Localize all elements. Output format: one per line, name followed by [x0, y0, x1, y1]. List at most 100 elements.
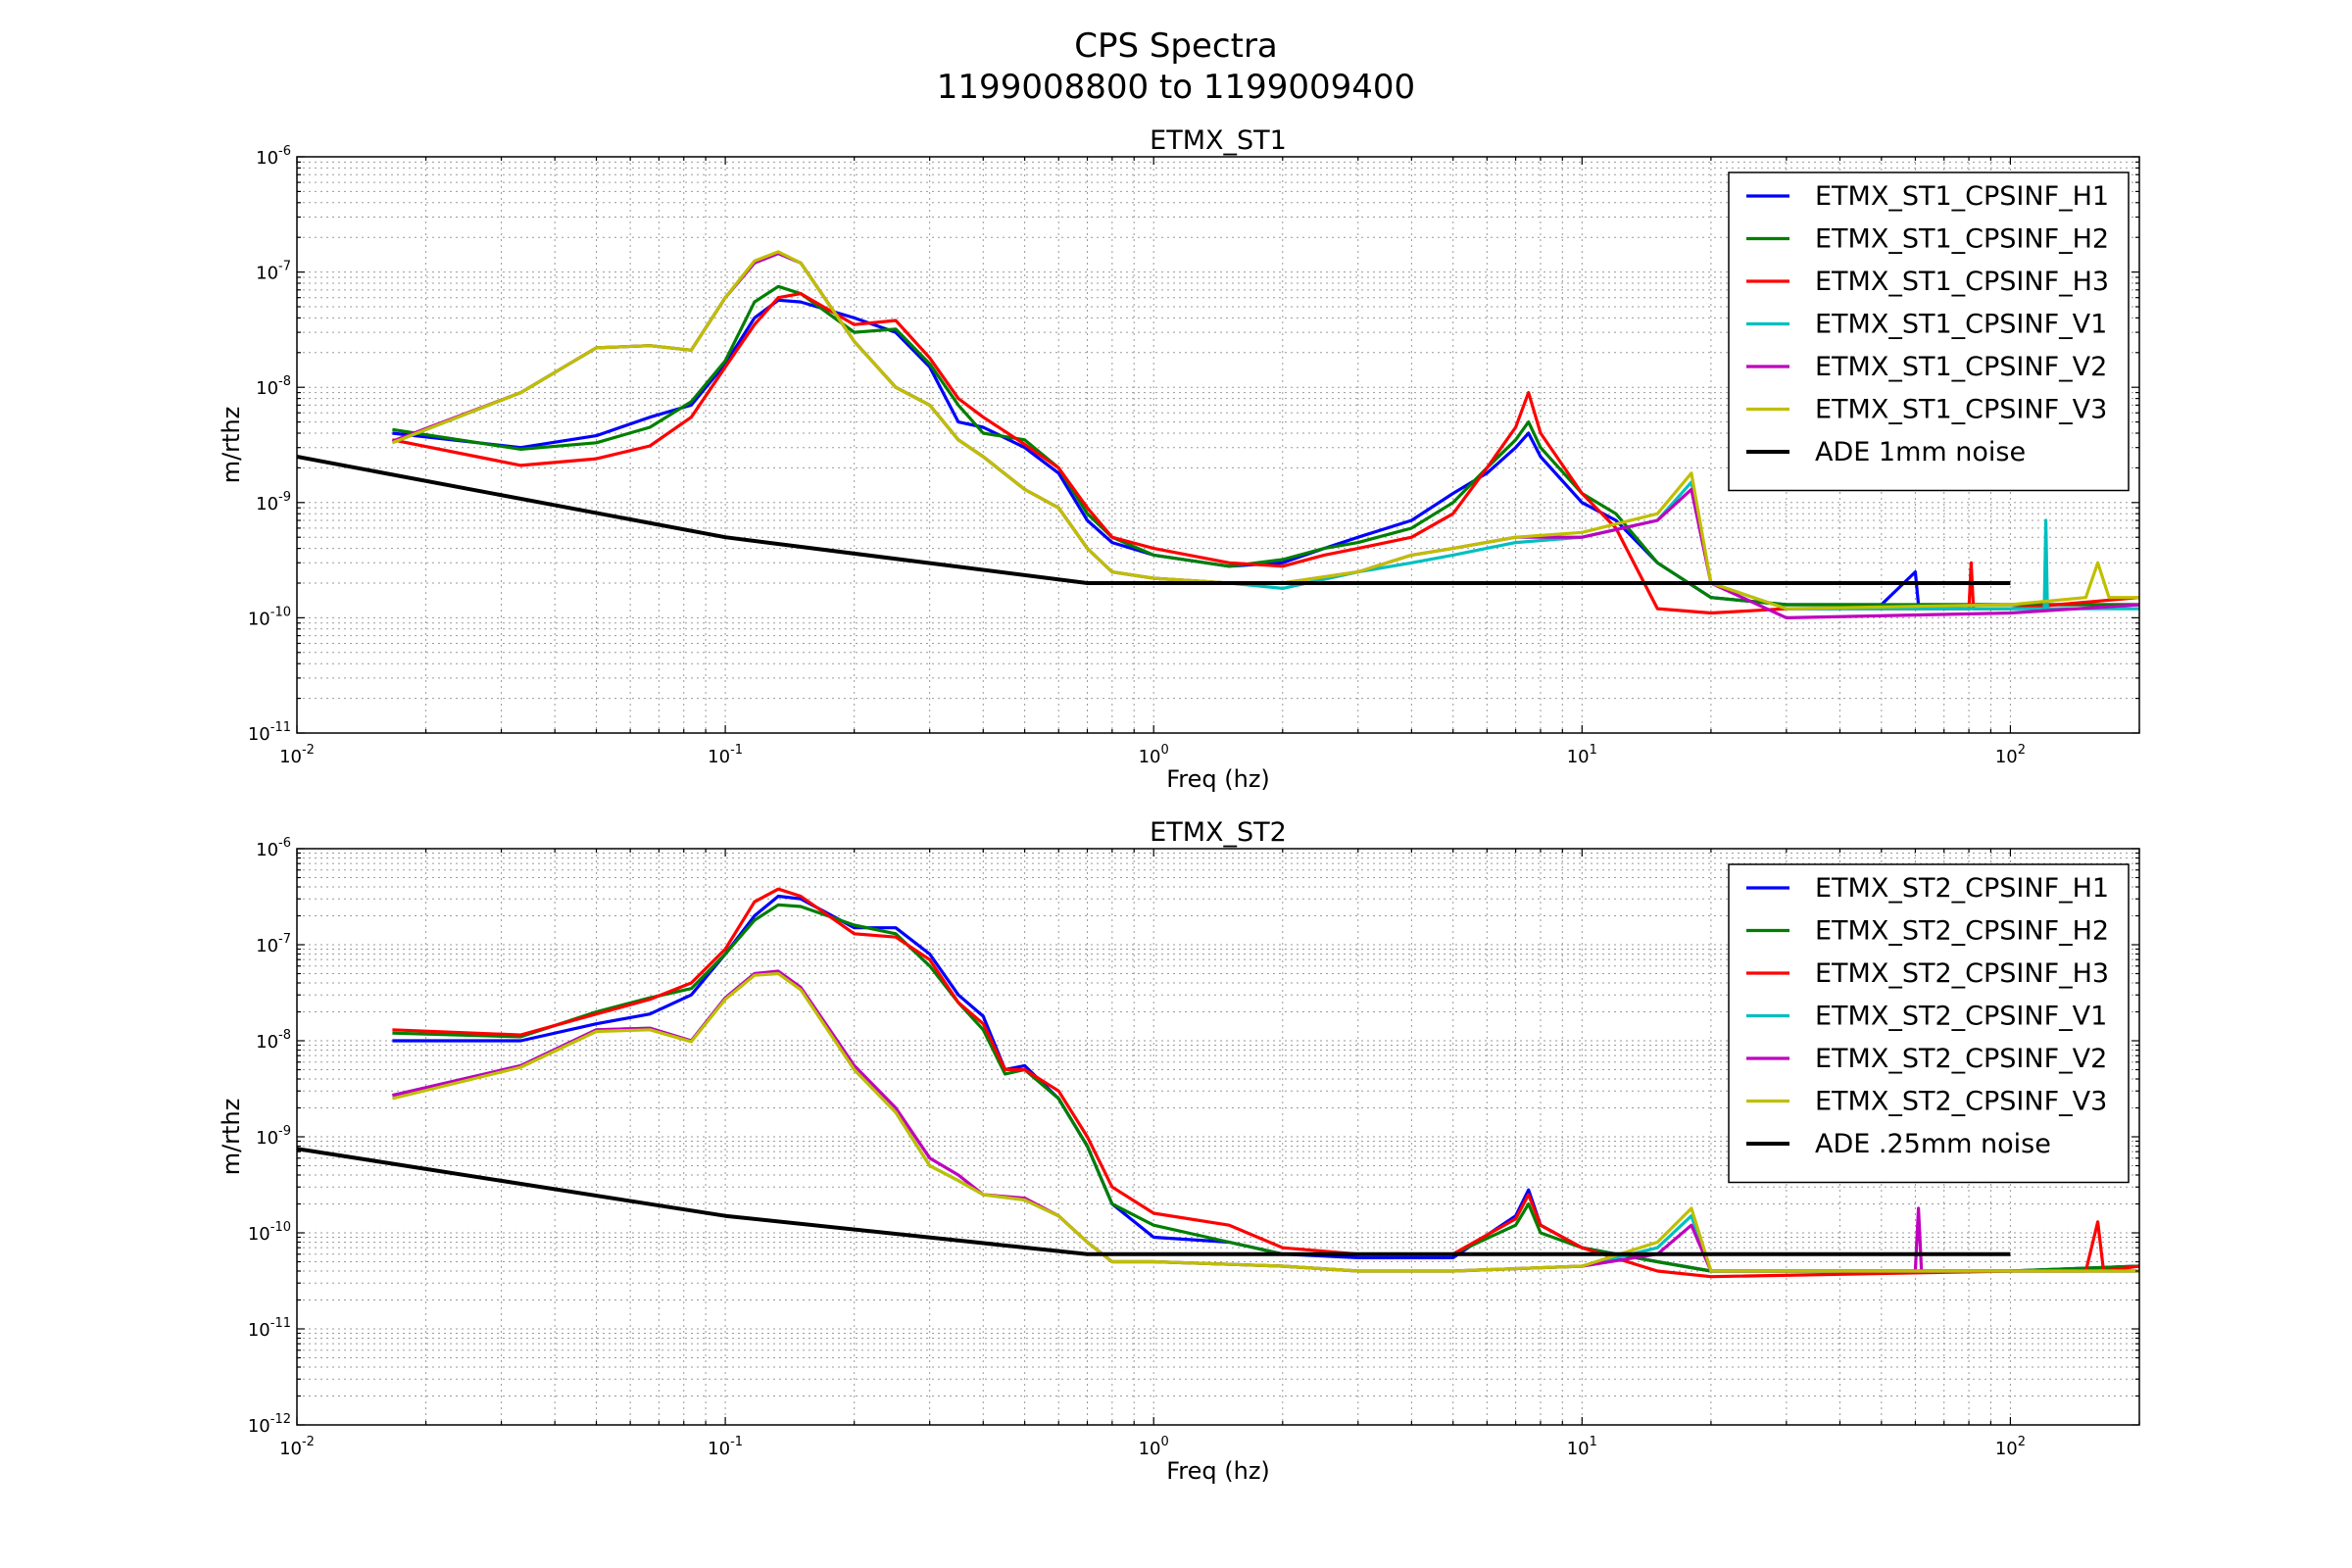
subplot-title: ETMX_ST2: [1150, 817, 1287, 848]
y-tick-label-exponent: -8: [278, 1028, 291, 1043]
x-tick-label-base: 10: [1567, 1439, 1590, 1459]
y-tick-label-exponent: -10: [270, 605, 291, 619]
x-tick-label-exponent: 2: [2018, 743, 2026, 758]
x-tick-label: 101: [1567, 1435, 1597, 1459]
x-tick-label-exponent: -1: [730, 743, 743, 758]
y-tick-label: 10-8: [256, 374, 291, 399]
legend: ETMX_ST2_CPSINF_H1 ETMX_ST2_CPSINF_H2 ETMX…: [1728, 863, 2130, 1184]
y-tick-label-base: 10: [256, 378, 278, 399]
series-group: [297, 250, 2139, 619]
y-tick-label-base: 10: [248, 724, 270, 745]
y-tick-label-exponent: -10: [270, 1220, 291, 1235]
x-axis-label: Freq (hz): [1166, 765, 1270, 793]
chart-panel-2: 10-2 10-1 100 101 10210-1210-1110-1010-910-8…: [218, 817, 2140, 1485]
series-line-h2: [392, 284, 2139, 607]
y-tick-label-exponent: -12: [270, 1412, 291, 1427]
x-tick-label-base: 10: [1567, 747, 1590, 767]
y-tick-label-base: 10: [256, 840, 278, 860]
y-tick-label-base: 10: [256, 148, 278, 169]
legend-entry-label: ETMX_ST1_CPSINF_V1: [1815, 310, 2107, 340]
x-tick-label-exponent: 0: [1161, 1435, 1169, 1449]
y-tick-label-exponent: -7: [278, 260, 291, 274]
legend-entry-label: ETMX_ST1_CPSINF_H1: [1815, 181, 2109, 212]
x-tick-label: 101: [1567, 743, 1597, 767]
series-group: [297, 887, 2139, 1279]
y-tick-label-exponent: -11: [270, 720, 291, 735]
legend-entry-label: ETMX_ST2_CPSINF_H3: [1815, 958, 2109, 989]
x-tick-label-base: 10: [708, 1439, 730, 1459]
y-tick-label-exponent: -7: [278, 932, 291, 947]
y-tick-label-base: 10: [256, 936, 278, 956]
y-tick-label-base: 10: [248, 1416, 270, 1437]
series-line-ade: [297, 1147, 2011, 1256]
series-line-h3: [392, 887, 2139, 1279]
legend-entry-label: ETMX_ST2_CPSINF_V1: [1815, 1002, 2107, 1032]
legend-entry-label: ETMX_ST1_CPSINF_V2: [1815, 352, 2107, 382]
x-tick-label: 10-2: [279, 1435, 315, 1459]
x-tick-label-exponent: 0: [1161, 743, 1169, 758]
y-tick-label-base: 10: [256, 1128, 278, 1149]
legend-entry-label: ADE 1mm noise: [1815, 437, 2026, 467]
y-tick-label: 10-11: [248, 1316, 291, 1341]
y-tick-label-base: 10: [248, 1320, 270, 1341]
y-axis-label: m/rthz: [218, 407, 245, 484]
y-tick-label-base: 10: [248, 1224, 270, 1245]
y-tick-label: 10-10: [248, 1220, 291, 1245]
legend-entry-label: ETMX_ST2_CPSINF_H1: [1815, 873, 2109, 904]
y-tick-label: 10-9: [256, 1124, 291, 1149]
x-tick-label-base: 10: [1995, 1439, 2018, 1459]
x-tick-label: 10-1: [708, 1435, 743, 1459]
figure-title: CPS Spectra: [1074, 26, 1278, 66]
tick-marks: [296, 848, 2140, 1426]
y-tick-label-exponent: -9: [278, 490, 291, 505]
x-tick-label: 102: [1995, 743, 2026, 767]
x-tick-label-base: 10: [708, 747, 730, 767]
legend-entry-label: ETMX_ST1_CPSINF_V3: [1815, 395, 2107, 425]
legend-entry-label: ETMX_ST2_CPSINF_H2: [1815, 916, 2109, 947]
x-tick-label: 100: [1139, 743, 1169, 767]
x-tick-label-exponent: -1: [730, 1435, 743, 1449]
tick-marks: [296, 156, 2140, 734]
y-tick-label: 10-6: [256, 836, 291, 860]
subplot-title: ETMX_ST1: [1150, 125, 1287, 156]
x-tick-label-base: 10: [279, 747, 302, 767]
x-tick-label-exponent: -2: [302, 743, 315, 758]
x-tick-label-base: 10: [1995, 747, 2018, 767]
legend-entry-label: ETMX_ST2_CPSINF_V3: [1815, 1087, 2107, 1117]
y-tick-label: 10-12: [248, 1412, 291, 1437]
x-tick-label-exponent: 2: [2018, 1435, 2026, 1449]
x-tick-label-exponent: -2: [302, 1435, 315, 1449]
y-tick-label-exponent: -6: [278, 836, 291, 851]
y-tick-label: 10-8: [256, 1028, 291, 1053]
x-tick-label-base: 10: [279, 1439, 302, 1459]
y-tick-label-exponent: -9: [278, 1124, 291, 1139]
y-tick-label: 10-10: [248, 605, 291, 629]
y-tick-label-base: 10: [248, 609, 270, 629]
y-tick-label-exponent: -8: [278, 374, 291, 389]
legend-entry-label: ETMX_ST1_CPSINF_H3: [1815, 267, 2109, 297]
legend-box: [1728, 172, 2130, 492]
legend-entry-label: ETMX_ST2_CPSINF_V2: [1815, 1044, 2107, 1074]
series-line-h3: [392, 292, 2139, 615]
legend-entry-label: ETMX_ST1_CPSINF_H2: [1815, 224, 2109, 255]
x-tick-label-exponent: 1: [1590, 1435, 1597, 1449]
x-tick-label-exponent: 1: [1590, 743, 1597, 758]
series-line-h2: [392, 903, 2139, 1273]
legend-box: [1728, 863, 2130, 1184]
x-tick-label: 10-1: [708, 743, 743, 767]
x-axis-label: Freq (hz): [1166, 1457, 1270, 1485]
figure-subtitle: 1199008800 to 1199009400: [936, 68, 1416, 107]
legend-entry-label: ADE .25mm noise: [1815, 1129, 2051, 1159]
y-tick-label: 10-11: [248, 720, 291, 745]
y-tick-label: 10-6: [256, 144, 291, 169]
chart-panel-1: 10-2 10-1 100 101 10210-1110-1010-910-810-71…: [218, 125, 2140, 793]
x-tick-label-base: 10: [1139, 1439, 1161, 1459]
y-tick-label: 10-7: [256, 260, 291, 284]
y-tick-label-base: 10: [256, 1032, 278, 1053]
x-tick-label-base: 10: [1139, 747, 1161, 767]
y-tick-label-exponent: -11: [270, 1316, 291, 1331]
y-tick-label: 10-9: [256, 490, 291, 514]
y-tick-label-exponent: -6: [278, 144, 291, 159]
y-tick-label: 10-7: [256, 932, 291, 956]
